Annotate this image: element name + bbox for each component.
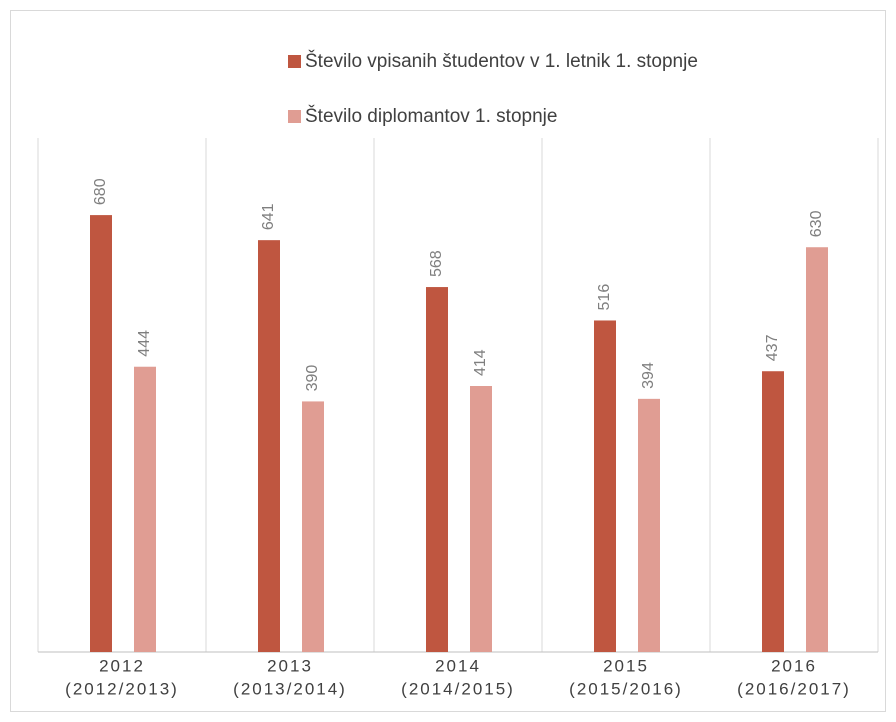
data-label: 568 [428,250,445,277]
x-tick-label: 2014 [435,656,481,675]
bar [594,320,616,652]
bar [638,398,660,652]
data-label: 394 [640,362,657,389]
data-label: 641 [260,203,277,230]
x-tick-label: 2016 [771,656,817,675]
bar [134,366,156,652]
x-tick-label: (2013/2014) [233,679,347,698]
bar [258,240,280,652]
data-label: 516 [596,284,613,311]
legend-swatch [288,110,301,123]
x-tick-label: (2012/2013) [65,679,179,698]
data-label: 437 [764,334,781,361]
x-tick-label: 2012 [99,656,145,675]
bar [302,401,324,652]
x-tick-label: (2014/2015) [401,679,515,698]
data-label: 414 [472,349,489,376]
legend-swatch [288,55,301,68]
data-label: 630 [808,210,825,237]
bar [806,247,828,652]
data-label: 680 [92,178,109,205]
data-label: 390 [304,365,321,392]
x-tick-label: 2013 [267,656,313,675]
bar [762,371,784,652]
legend-label: Število vpisanih študentov v 1. letnik 1… [305,50,698,72]
bar [426,287,448,652]
data-label: 444 [136,330,153,357]
legend-label: Število diplomantov 1. stopnje [305,105,557,127]
x-tick-label: (2016/2017) [737,679,851,698]
x-tick-label: (2015/2016) [569,679,683,698]
bar [90,215,112,652]
bar [470,386,492,652]
x-tick-label: 2015 [603,656,649,675]
